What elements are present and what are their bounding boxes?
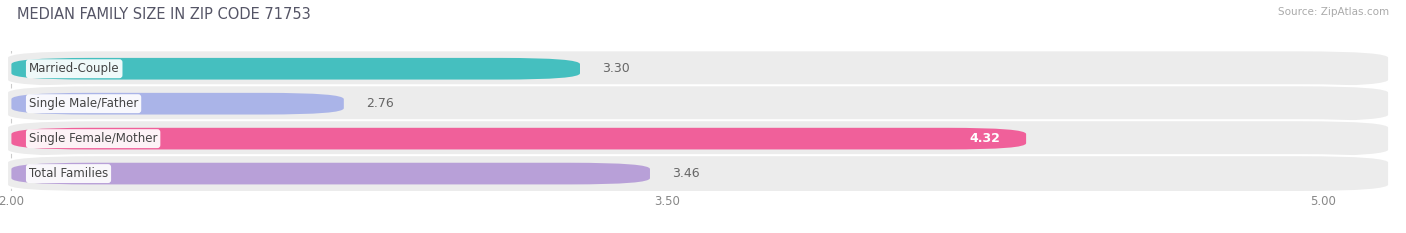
FancyBboxPatch shape: [11, 128, 1026, 150]
Text: 4.32: 4.32: [969, 132, 1000, 145]
Text: 2.76: 2.76: [366, 97, 394, 110]
FancyBboxPatch shape: [7, 50, 1389, 87]
Text: Single Female/Mother: Single Female/Mother: [30, 132, 157, 145]
Text: 3.46: 3.46: [672, 167, 699, 180]
Text: Married-Couple: Married-Couple: [30, 62, 120, 75]
FancyBboxPatch shape: [7, 155, 1389, 192]
FancyBboxPatch shape: [11, 163, 650, 185]
FancyBboxPatch shape: [11, 58, 581, 80]
Text: MEDIAN FAMILY SIZE IN ZIP CODE 71753: MEDIAN FAMILY SIZE IN ZIP CODE 71753: [17, 7, 311, 22]
Text: Single Male/Father: Single Male/Father: [30, 97, 138, 110]
Text: Source: ZipAtlas.com: Source: ZipAtlas.com: [1278, 7, 1389, 17]
FancyBboxPatch shape: [7, 85, 1389, 122]
FancyBboxPatch shape: [7, 120, 1389, 157]
Text: 3.30: 3.30: [602, 62, 630, 75]
FancyBboxPatch shape: [11, 93, 344, 115]
Text: Total Families: Total Families: [30, 167, 108, 180]
